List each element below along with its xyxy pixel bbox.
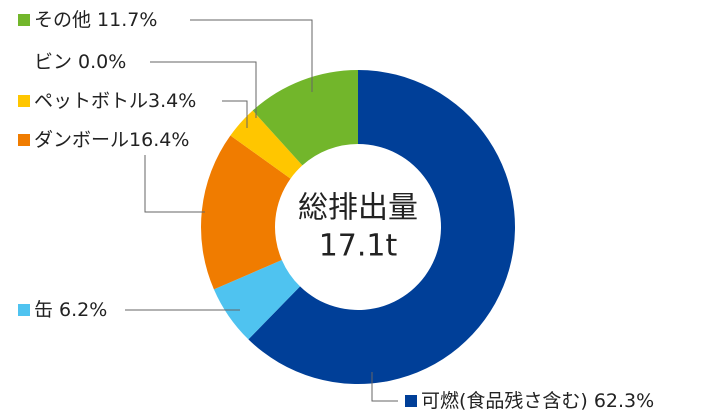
leader-line — [150, 61, 257, 118]
label-value: 3.4% — [148, 90, 196, 112]
leader-line — [371, 372, 398, 402]
label-value: 11.7% — [97, 9, 157, 31]
label-value: 16.4% — [129, 129, 189, 151]
leader-line — [222, 100, 248, 128]
legend-marker — [18, 14, 30, 26]
segment-label: その他 11.7% — [34, 9, 157, 31]
legend-marker — [18, 95, 30, 107]
legend-marker — [18, 304, 30, 316]
donut-segment — [252, 70, 358, 166]
legend-marker — [405, 395, 417, 407]
segment-label: ビン 0.0% — [34, 51, 126, 73]
label-name: ビン — [34, 51, 72, 73]
donut-segment — [201, 135, 291, 290]
label-name: 缶 — [34, 299, 53, 321]
donut-segment — [230, 110, 303, 179]
segment-label: ダンボール16.4% — [34, 129, 189, 151]
label-name: 可燃(食品残さ含む) — [421, 390, 588, 412]
leader-line — [190, 19, 313, 92]
label-value: 6.2% — [59, 299, 107, 321]
segments: 可燃(食品残さ含む) 62.3% 缶 6.2% ダンボール16.4% ペットボトル3.4%… — [18, 9, 654, 412]
donut-segment — [248, 70, 515, 385]
donut-segment — [213, 259, 301, 340]
leader-line — [144, 155, 205, 213]
label-name: ダンボール — [34, 129, 129, 151]
segment-label: 可燃(食品残さ含む) 62.3% — [421, 390, 654, 412]
center-total: 17.1t — [319, 229, 398, 264]
center-title: 総排出量 — [298, 191, 418, 226]
label-name: その他 — [34, 9, 91, 31]
label-value: 0.0% — [78, 51, 126, 73]
label-name: ペットボトル — [34, 90, 148, 112]
segment-label: ペットボトル3.4% — [34, 90, 196, 112]
label-value: 62.3% — [594, 390, 654, 412]
legend-marker — [18, 134, 30, 146]
segment-label: 缶 6.2% — [34, 299, 107, 321]
